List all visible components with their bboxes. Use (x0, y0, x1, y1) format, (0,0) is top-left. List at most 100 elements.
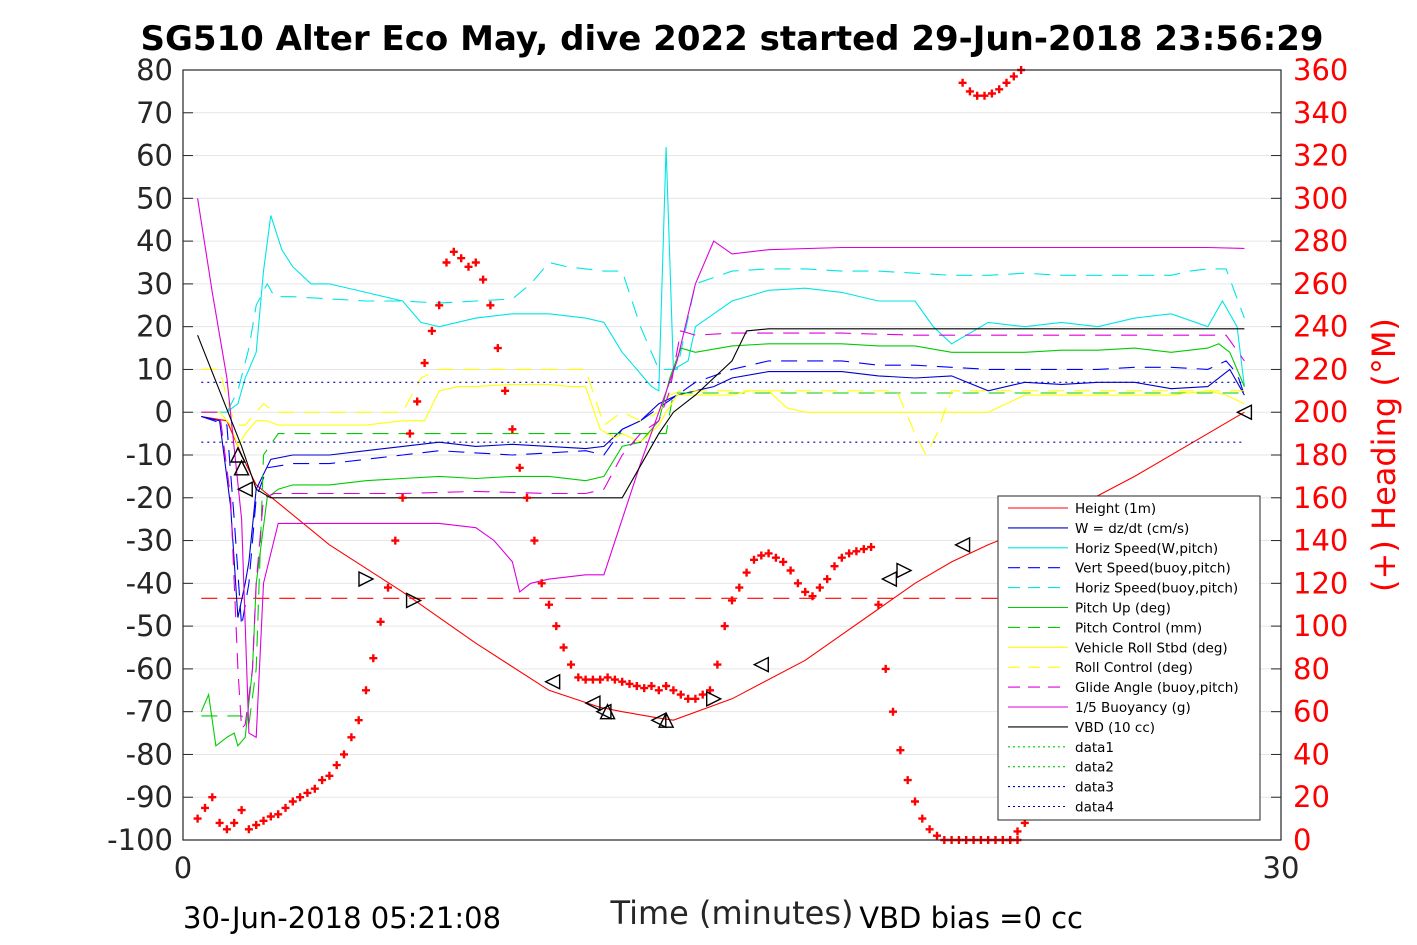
heading-marker (398, 493, 407, 502)
heading-marker (874, 600, 883, 609)
heading-marker (486, 301, 495, 310)
legend-label: Vehicle Roll Stbd (deg) (1075, 640, 1228, 656)
left-tick-label: 0 (155, 395, 173, 429)
triangle-marker (229, 446, 247, 463)
heading-marker (442, 258, 451, 267)
heading-marker (933, 831, 941, 840)
heading-marker (281, 803, 290, 812)
x-tick-label: 30 (1263, 851, 1300, 885)
legend-label: VBD (10 cc) (1075, 720, 1155, 736)
left-tick-label: -10 (126, 438, 173, 472)
heading-marker (728, 596, 736, 605)
right-tick-label: 220 (1293, 352, 1348, 386)
heading-marker (867, 543, 876, 551)
triangle-marker (358, 570, 375, 588)
right-tick-label: 160 (1293, 481, 1348, 515)
heading-marker (925, 825, 934, 834)
heading-marker (830, 562, 839, 571)
heading-marker (735, 583, 744, 592)
heading-marker (252, 821, 261, 829)
heading-marker (215, 818, 224, 827)
heading-marker (193, 814, 202, 823)
heading-marker (1013, 827, 1022, 836)
left-tick-label: -100 (107, 823, 173, 857)
heading-marker (413, 397, 422, 406)
left-tick-label: 70 (136, 96, 173, 130)
heading-marker (625, 679, 634, 688)
right-tick-label: 360 (1293, 53, 1348, 87)
x-tick-label: 0 (174, 851, 192, 885)
heading-marker (266, 812, 275, 821)
heading-marker (479, 275, 488, 284)
heading-marker (391, 536, 400, 545)
legend-label: data4 (1075, 800, 1114, 816)
heading-marker (618, 677, 627, 686)
heading-marker (786, 566, 795, 575)
footer-vbd-bias: VBD bias =0 cc (859, 901, 1083, 935)
heading-marker (603, 673, 612, 682)
heading-marker (676, 690, 685, 699)
triangle-marker (880, 570, 898, 588)
left-tick-label: -80 (126, 737, 173, 771)
heading-marker (244, 825, 253, 834)
heading-marker (303, 788, 312, 797)
heading-marker (669, 686, 678, 695)
right-tick-label: 40 (1293, 737, 1330, 771)
heading-marker (596, 675, 605, 684)
heading-marker (750, 555, 758, 564)
heading-marker (588, 675, 597, 684)
legend-box (997, 495, 1261, 821)
heading-marker (325, 771, 334, 780)
right-tick-label: 120 (1293, 566, 1348, 600)
triangle-marker (706, 690, 723, 707)
right-tick-label: 300 (1293, 181, 1348, 215)
legend-label: Pitch Up (deg) (1075, 601, 1171, 617)
left-tick-label: 80 (136, 53, 173, 87)
right-tick-label: 20 (1293, 780, 1330, 814)
left-tick-label: 40 (136, 224, 173, 258)
legend-label: 1/5 Buoyancy (g) (1075, 700, 1191, 716)
left-tick-label: -20 (126, 481, 173, 515)
heading-marker (369, 654, 378, 663)
left-tick-label: 60 (136, 139, 173, 173)
heading-marker (903, 776, 912, 785)
left-tick-label: -30 (126, 524, 173, 558)
series-horiz_buoy (201, 261, 1245, 413)
heading-marker (574, 673, 583, 682)
heading-marker (889, 707, 897, 716)
legend-label: W = dz/dt (cm/s) (1075, 521, 1189, 537)
series-w (201, 368, 1245, 618)
series-pitch_ctl (201, 392, 1245, 726)
heading-marker (808, 592, 817, 601)
triangle-marker (752, 656, 769, 673)
heading-marker (973, 91, 982, 100)
heading-marker (654, 686, 663, 695)
footer-timestamp: 30-Jun-2018 05:21:08 (183, 901, 501, 935)
legend-label: Pitch Control (mm) (1075, 620, 1202, 636)
heading-marker (779, 557, 788, 566)
series-roll (201, 383, 1245, 448)
heading-marker (222, 825, 231, 834)
heading-marker (493, 344, 502, 353)
series-lines (197, 146, 1245, 748)
heading-marker (464, 262, 473, 271)
right-tick-label: 260 (1293, 267, 1348, 301)
heading-marker (771, 553, 780, 562)
heading-marker (881, 664, 890, 673)
right-tick-label: 100 (1293, 609, 1348, 643)
heading-marker (201, 803, 209, 812)
heading-marker (965, 87, 974, 96)
left-tick-label: -70 (126, 695, 173, 729)
heading-marker (713, 660, 722, 669)
heading-marker (845, 549, 854, 558)
heading-marker (793, 579, 802, 588)
heading-marker (208, 793, 217, 802)
heading-marker (691, 694, 700, 703)
heading-marker (647, 682, 656, 690)
left-tick-label: -60 (126, 652, 173, 686)
triangle-marker (650, 712, 667, 729)
heading-marker (347, 733, 356, 742)
triangle-marker (954, 536, 971, 553)
heading-marker (530, 536, 539, 545)
